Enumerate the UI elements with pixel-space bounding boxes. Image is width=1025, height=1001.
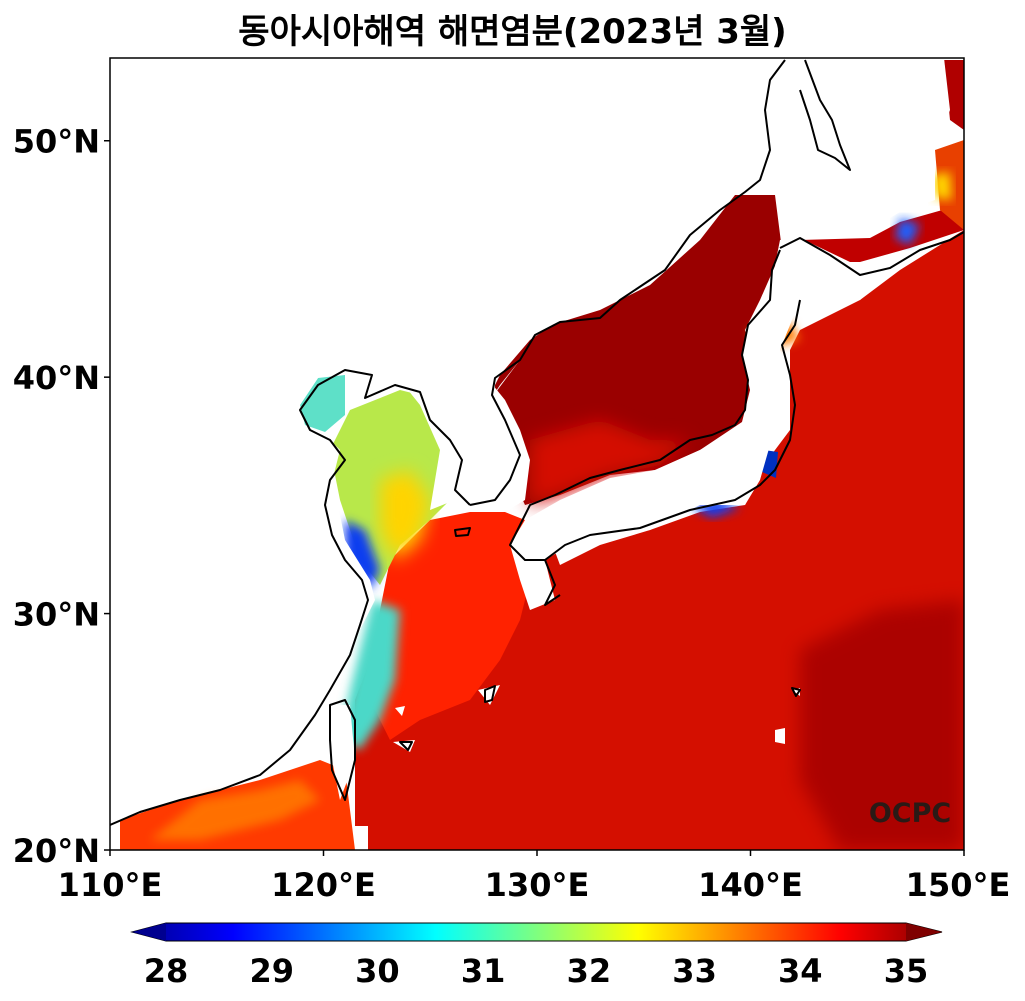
land-mask	[110, 58, 950, 850]
lat-tick-label: 20°N	[13, 832, 100, 870]
colorbar-tick-label: 35	[884, 952, 929, 990]
lat-tick-label: 50°N	[13, 123, 100, 161]
latitude-ticks: 50°N 40°N 30°N 20°N	[13, 123, 110, 870]
lat-tick-label: 30°N	[13, 596, 100, 634]
lon-tick-label: 140°E	[698, 866, 803, 904]
colorbar-tick-label: 30	[355, 952, 400, 990]
map-panel: OCPC	[110, 58, 964, 850]
colorbar-tick-label: 34	[778, 952, 823, 990]
colorbar-tick-label: 28	[144, 952, 189, 990]
colorbar-tick-label: 29	[249, 952, 294, 990]
credit-label: OCPC	[869, 798, 951, 829]
colorbar-high-extend	[906, 923, 942, 941]
colorbar: 28 29 30 31 32 33 34 35	[130, 922, 943, 990]
longitude-ticks: 110°E 120°E 130°E 140°E 150°E	[58, 850, 1011, 904]
map-title: 동아시아해역 해면염분(2023년 3월)	[238, 12, 787, 52]
colorbar-low-extend	[132, 923, 166, 941]
lon-tick-label: 130°E	[485, 866, 590, 904]
colorbar-tick-label: 32	[567, 952, 612, 990]
colorbar-tick-label: 31	[461, 952, 506, 990]
colorbar-ticks: 28 29 30 31 32 33 34 35	[144, 952, 929, 990]
lon-tick-label: 110°E	[58, 866, 163, 904]
lat-tick-label: 40°N	[13, 359, 100, 397]
lon-tick-label: 120°E	[271, 866, 376, 904]
coastlines	[110, 59, 964, 826]
salinity-field	[120, 60, 964, 850]
colorbar-tick-label: 33	[672, 952, 717, 990]
colorbar-gradient	[130, 922, 943, 942]
lon-tick-label: 150°E	[906, 866, 1011, 904]
